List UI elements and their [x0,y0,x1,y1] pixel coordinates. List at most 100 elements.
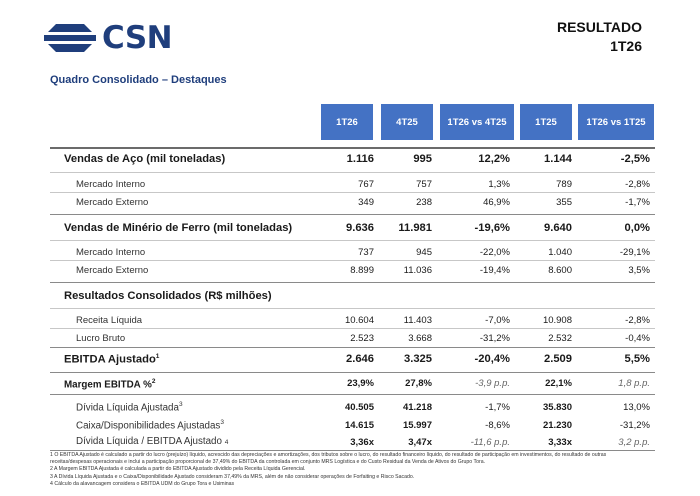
section-title-consolidated-results: Resultados Consolidados (R$ milhões) [64,290,272,302]
value-1T26-vs-4T25: -11,6 p.p. [470,437,510,448]
row-label: Dívida Líquida Ajustada3 [76,401,183,413]
row-label: Lucro Bruto [76,333,126,344]
row-label: Mercado Externo [76,265,149,276]
value-1T25: 10.908 [542,315,572,326]
value-1T26: 767 [358,179,374,190]
value-1T26-vs-1T25: -29,1% [619,247,650,258]
value-4T25: 757 [416,179,432,190]
value-1T25: 21.230 [542,420,572,431]
value-1T26-vs-1T25: -1,7% [625,197,650,208]
row-divider [50,240,655,241]
footnotes: 1 O EBITDA Ajustado é calculado a partir… [50,452,660,488]
value-1T26-vs-1T25: 3,2 p.p. [618,437,650,448]
value-1T26: 2.523 [350,333,374,344]
value-1T26-vs-1T25: 3,5% [628,265,650,276]
value-1T25: 8.600 [548,265,572,276]
value-4T25: 238 [416,197,432,208]
report-period: 1T26 [610,38,642,54]
column-header-1T26-vs-1T25: 1T26 vs 1T25 [578,104,654,140]
value-1T26-vs-4T25: -19,4% [479,265,510,276]
value-1T26-vs-4T25: -3,9 p.p. [475,378,510,389]
footnote-1: 1 O EBITDA Ajustado é calculado a partir… [50,452,607,458]
footnote-4: 4 Cálculo da alavancagem considera o EBI… [50,480,235,487]
value-1T26-vs-1T25: 0,0% [624,222,651,234]
value-1T26: 23,9% [347,378,374,389]
column-header-4T25: 4T25 [381,104,433,140]
row-divider [50,172,655,173]
footnote-1-cont: receitas/despesas operacionais e inclui … [50,459,486,466]
row-label-text: EBITDA Ajustado [64,353,156,366]
footnote-marker: 3 [220,419,224,426]
footnote-marker: 3 [178,401,183,408]
column-header-1T26-vs-4T25: 1T26 vs 4T25 [440,104,514,140]
value-1T26: 737 [358,247,374,258]
value-1T26: 3,36x [350,437,374,448]
logo-text: CSN [102,20,173,56]
value-1T26-vs-4T25: 46,9% [483,197,510,208]
value-1T26: 40.505 [344,402,374,413]
value-1T25: 2.532 [548,333,572,344]
value-1T26-vs-4T25: -1,7% [485,402,510,413]
value-4T25: 27,8% [405,378,432,389]
row-label: Mercado Interno [76,179,146,190]
value-1T26-vs-4T25: -7,0% [485,315,510,326]
value-4T25: 11.403 [403,315,432,326]
report-title-line1: RESULTADO [556,19,642,35]
value-1T26: 9.636 [346,222,374,234]
value-1T26-vs-4T25: -8,6% [485,420,510,431]
value-1T26-vs-1T25: -2,8% [625,179,650,190]
value-1T26-vs-1T25: 5,5% [624,353,651,365]
section-subtitle: Quadro Consolidado – Destaques [50,74,227,86]
row-label: EBITDA Ajustado1 [64,353,159,366]
row-label: Dívida Líquida / EBITDA Ajustado 4 [76,436,228,447]
footnote-3: 3 A Dívida Líquida Ajustada e o Caixa/Di… [50,473,415,480]
value-1T26: 2.646 [346,353,374,365]
value-1T26-vs-4T25: -19,6% [474,222,510,234]
row-divider [50,308,655,309]
row-divider [50,260,655,261]
value-1T26-vs-1T25: -2,8% [625,315,650,326]
section-divider [50,372,655,373]
value-1T25: 22,1% [545,378,572,389]
value-4T25: 15.997 [402,420,432,431]
section-divider [50,347,655,348]
column-header-1T26: 1T26 [321,104,373,140]
value-4T25: 945 [416,247,432,258]
row-label: Caixa/Disponibilidades Ajustadas3 [76,419,224,431]
row-label: Mercado Externo [76,197,149,208]
table-bottom-rule [50,450,655,451]
value-4T25: 41.218 [402,402,432,413]
value-4T25: 995 [413,153,432,165]
value-4T25: 3.668 [408,333,432,344]
section-divider [50,282,655,283]
row-label-text: Dívida Líquida / EBITDA Ajustado [76,436,222,447]
value-1T26: 349 [358,197,374,208]
section-divider [50,394,655,395]
row-label: Receita Líquida [76,315,143,326]
value-1T25: 3,33x [548,437,572,448]
footnote-marker: 4 [224,439,229,446]
value-1T26-vs-4T25: -22,0% [479,247,510,258]
value-4T25: 3.325 [404,353,432,365]
value-1T26: 8.899 [350,265,374,276]
row-label-text: Margem EBITDA % [64,379,152,391]
value-1T26-vs-1T25: -0,4% [625,333,650,344]
row-label-text: Caixa/Disponibilidades Ajustadas [76,420,221,432]
row-label: Vendas de Minério de Ferro (mil tonelada… [64,222,293,234]
value-1T26-vs-4T25: 1,3% [488,179,510,190]
value-1T26-vs-4T25: -31,2% [479,333,510,344]
row-label-text: Dívida Líquida Ajustada [76,402,179,414]
value-1T25: 355 [556,197,572,208]
value-4T25: 11.981 [398,222,432,234]
row-label: Margem EBITDA %2 [64,378,155,390]
value-1T26: 14.615 [344,420,374,431]
value-1T26-vs-1T25: -31,2% [619,420,650,431]
value-1T25: 1.040 [548,247,572,258]
value-1T26-vs-1T25: 13,0% [623,402,650,413]
csn-logo-icon [44,24,96,52]
value-1T26-vs-1T25: -2,5% [620,153,650,165]
footnote-marker: 1 [155,353,160,360]
row-divider [50,328,655,329]
value-4T25: 11.036 [403,265,432,276]
row-label: Vendas de Aço (mil toneladas) [64,153,226,165]
